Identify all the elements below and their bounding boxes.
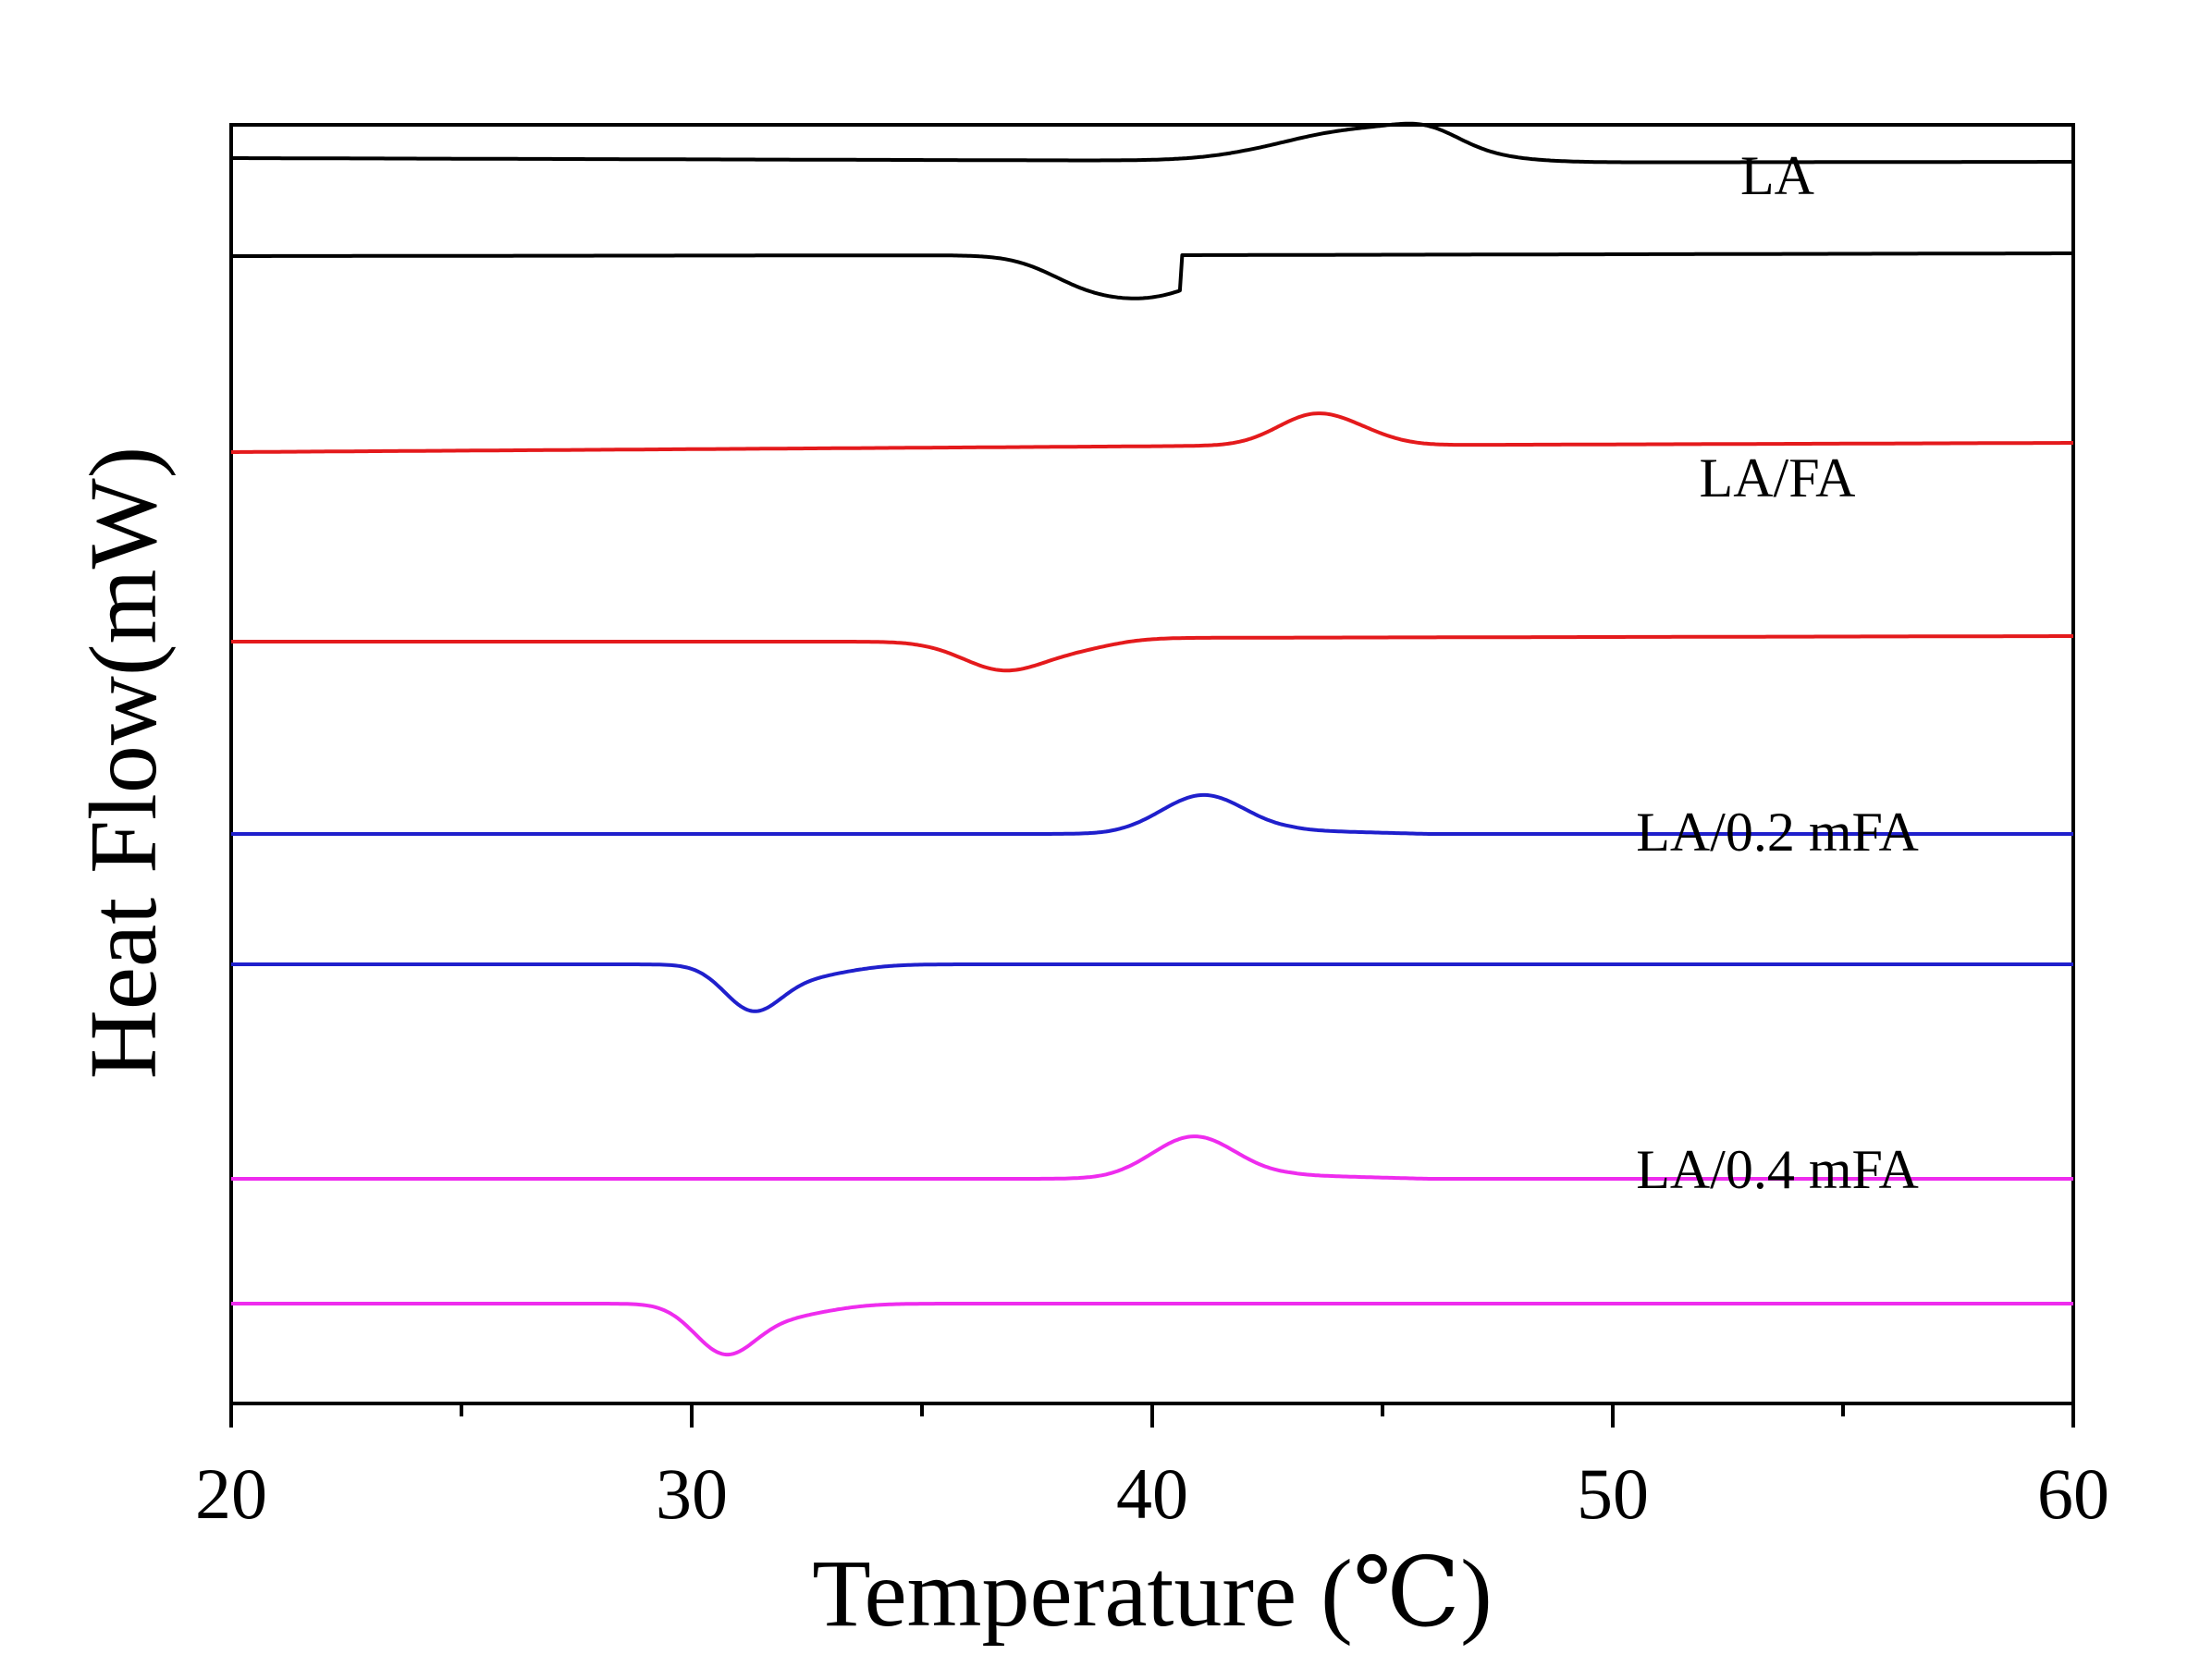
series-la-0-2-mfa-heating-curve — [231, 792, 2073, 836]
series-la-0-4-mfa-cooling-curve — [231, 1302, 2073, 1357]
series-la-fa-cooling-curve — [231, 634, 2073, 673]
x-axis-title: Temperature (℃) — [812, 1540, 1493, 1647]
plot-frame — [229, 123, 2075, 1405]
x-axis-tick-labels: 20 30 40 50 60 — [195, 1453, 2109, 1534]
x-tick-label: 40 — [1116, 1453, 1188, 1534]
series-la-cooling-curve — [231, 251, 2073, 300]
series-labels: LA LA/FA LA/0.2 mFA LA/0.4 mFA — [1636, 145, 1919, 1200]
x-tick-label: 50 — [1577, 1453, 1649, 1534]
x-tick-label: 20 — [195, 1453, 267, 1534]
series-label-la-fa: LA/FA — [1700, 447, 1856, 509]
series-la-fa-heating-curve — [231, 411, 2073, 454]
series-la-0-2-mfa-cooling-curve — [231, 962, 2073, 1013]
series-label-la: LA — [1740, 145, 1814, 206]
curves — [231, 121, 2073, 1357]
x-tick-label: 30 — [656, 1453, 728, 1534]
series-label-la-0-2-mfa: LA/0.2 mFA — [1636, 802, 1919, 863]
series-la-heating-curve — [231, 121, 2073, 165]
series-label-la-0-4-mfa: LA/0.4 mFA — [1636, 1139, 1919, 1200]
y-axis-title: Heat Flow(mW) — [70, 447, 177, 1079]
x-axis-ticks — [229, 1403, 2075, 1428]
x-tick-label: 60 — [2037, 1453, 2109, 1534]
series-la-0-4-mfa-heating-curve — [231, 1134, 2073, 1181]
